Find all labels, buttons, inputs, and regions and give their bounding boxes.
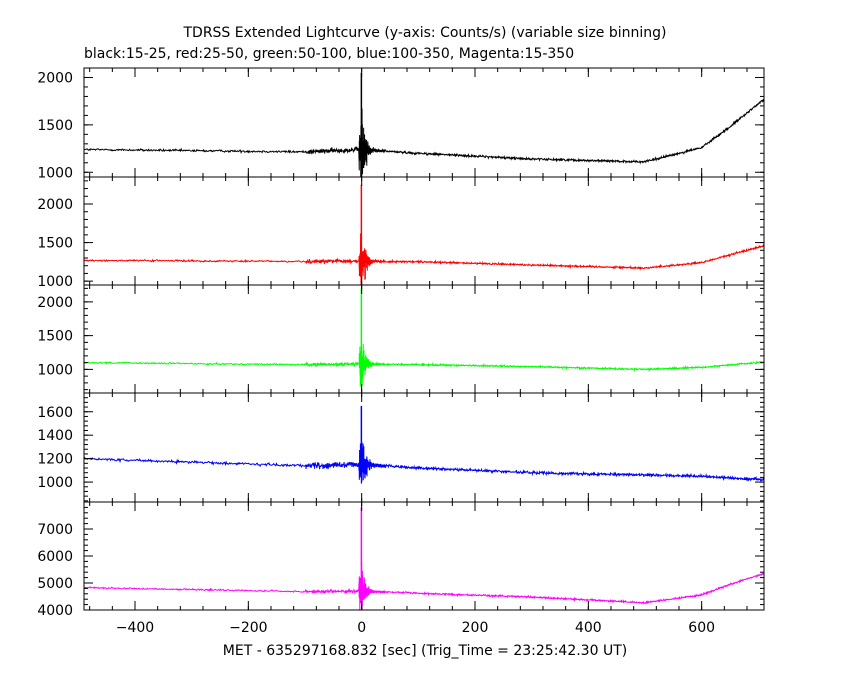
series-line-1 <box>84 98 764 177</box>
x-tick-label-400: 400 <box>575 620 602 636</box>
panel-5: 4000 5000 6000 7000 <box>37 501 765 619</box>
y-tick-label-4-1600: 1600 <box>37 405 73 421</box>
y-tick-label-1-1000: 1000 <box>37 165 73 181</box>
panel-1: 1000 1500 2000 <box>37 67 765 181</box>
series-line-3 <box>84 344 764 388</box>
y-tick-label-4-1000: 1000 <box>37 475 73 491</box>
y-tick-label-5-7000: 7000 <box>37 522 73 538</box>
x-tick-label-0: 0 <box>357 620 366 636</box>
y-tick-label-3-2000: 2000 <box>37 295 73 311</box>
series-line-5 <box>84 561 764 610</box>
chart-subtitle: black:15-25, red:25-50, green:50-100, bl… <box>84 46 574 62</box>
panel-2: 1000 1500 2000 <box>37 176 765 290</box>
y-tick-label-2-1500: 1500 <box>37 236 73 252</box>
panel-frame-4 <box>83 392 765 503</box>
x-tick-label--200: −200 <box>229 620 267 636</box>
y-tick-label-3-1000: 1000 <box>37 362 73 378</box>
series-line-2 <box>84 233 764 285</box>
y-tick-label-5-6000: 6000 <box>37 549 73 565</box>
y-tick-label-5-4000: 4000 <box>37 603 73 619</box>
panel-frame-2 <box>83 176 765 286</box>
x-tick-label--400: −400 <box>116 620 154 636</box>
chart-title: TDRSS Extended Lightcurve (y-axis: Count… <box>182 25 666 41</box>
panels: 1000150020001000150020001000150020001000… <box>37 67 765 636</box>
x-axis-label: MET - 635297168.832 [sec] (Trig_Time = 2… <box>223 643 627 659</box>
panel-frame-1 <box>83 67 765 178</box>
series-line-4 <box>84 442 764 484</box>
x-tick-label-600: 600 <box>688 620 715 636</box>
panel-3: 1000 1500 2000 <box>37 284 765 394</box>
x-tick-label-200: 200 <box>462 620 489 636</box>
panel-frame-3 <box>83 284 765 394</box>
y-tick-label-5-5000: 5000 <box>37 576 73 592</box>
y-tick-label-1-2000: 2000 <box>37 70 73 86</box>
panel-4: 1000 1200 1400 1600 <box>37 392 765 503</box>
y-tick-label-2-1000: 1000 <box>37 274 73 290</box>
y-tick-label-2-2000: 2000 <box>37 197 73 213</box>
y-tick-label-1-1500: 1500 <box>37 118 73 134</box>
y-tick-label-3-1500: 1500 <box>37 329 73 345</box>
y-tick-label-4-1200: 1200 <box>37 452 73 468</box>
y-tick-label-4-1400: 1400 <box>37 428 73 444</box>
